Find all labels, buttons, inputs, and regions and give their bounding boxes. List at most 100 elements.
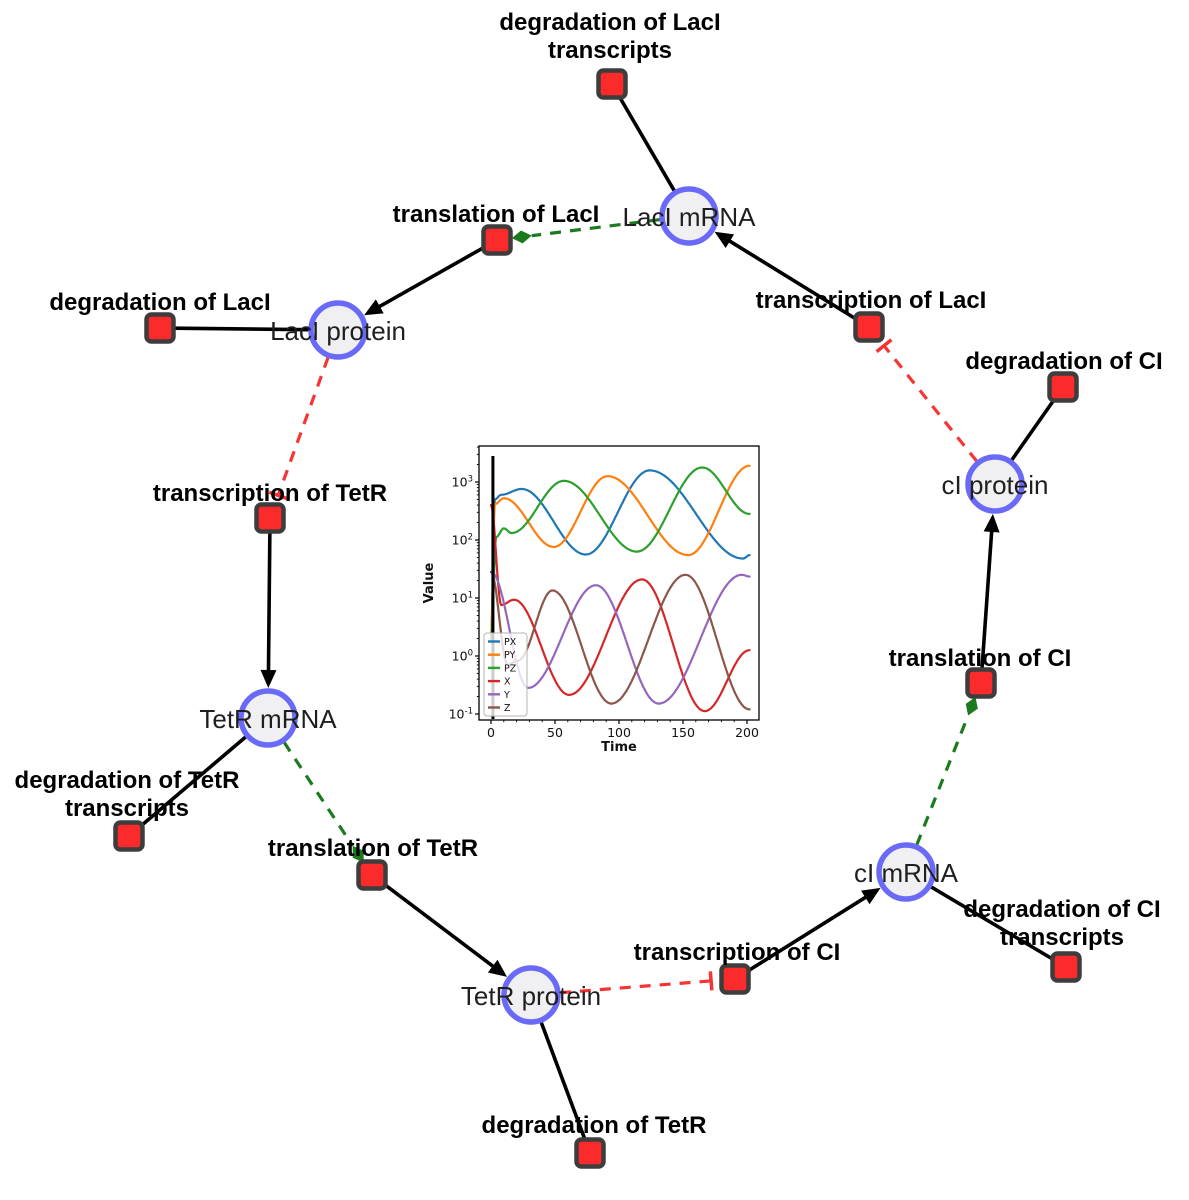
edge-line[interactable] bbox=[282, 741, 355, 847]
edge-degradation--ci_mrna--deg_ci_tr[interactable] bbox=[930, 885, 1056, 962]
legend-label-X: X bbox=[504, 677, 511, 688]
legend-label-Y: Y bbox=[503, 690, 510, 701]
reaction-label-transcr_laci: transcription of LacI bbox=[756, 287, 987, 314]
arrowhead-icon bbox=[983, 513, 1000, 533]
x-tick-label: 150 bbox=[671, 725, 695, 740]
x-tick-label: 100 bbox=[607, 725, 631, 740]
reaction-node-deg_tetr[interactable] bbox=[574, 1137, 606, 1169]
series-line-PY bbox=[489, 464, 751, 640]
series-line-Z bbox=[489, 570, 751, 711]
edge-inhibition--ci_protein--transcr_laci[interactable] bbox=[875, 338, 979, 463]
legend-label-PY: PY bbox=[504, 650, 516, 661]
edge-production--transcr_tetr--tetr_mrna[interactable] bbox=[260, 532, 277, 689]
reaction-label-transcr_tetr: transcription of TetR bbox=[153, 480, 387, 507]
inhibition-bar-icon bbox=[875, 338, 893, 354]
edge-line[interactable] bbox=[980, 526, 994, 669]
reaction-label-transl_laci: translation of LacI bbox=[393, 201, 600, 228]
edge-line[interactable] bbox=[882, 344, 979, 463]
edge-line[interactable] bbox=[276, 356, 330, 496]
species-node-tetr_protein[interactable] bbox=[501, 965, 561, 1025]
edge-production--transl_tetr--tetr_protein[interactable] bbox=[382, 882, 508, 977]
species-node-ci_protein[interactable] bbox=[965, 454, 1025, 514]
species-node-ci_mrna[interactable] bbox=[876, 842, 936, 902]
timeseries-plot: 0 50 100 150 20010-1100101102103TimeValuePXP… bbox=[422, 445, 760, 755]
arrowhead-icon bbox=[364, 299, 384, 316]
edge-line[interactable] bbox=[1010, 396, 1058, 462]
series-line-PZ bbox=[489, 466, 751, 640]
edge-production--transl_ci--ci_protein[interactable] bbox=[980, 513, 1000, 669]
series-layer bbox=[489, 456, 751, 719]
edge-line[interactable] bbox=[374, 245, 485, 311]
reaction-label-transl_tetr: translation of TetR bbox=[268, 835, 478, 862]
series-line-PX bbox=[489, 469, 751, 640]
species-label-laci_mrna: LacI mRNA bbox=[623, 202, 757, 232]
species-node-laci_mrna[interactable] bbox=[659, 186, 719, 246]
axis-ticks: 0 50 100 150 200 10-1 100 101 102 103 bbox=[449, 446, 759, 740]
reaction-node-deg_ci_tr[interactable] bbox=[1050, 951, 1082, 983]
species-node-laci_protein[interactable] bbox=[308, 300, 368, 360]
y-tick-label: 103 bbox=[452, 475, 473, 490]
edge-modifier--laci_mrna--transl_laci[interactable] bbox=[511, 218, 661, 244]
reaction-label-transl_ci: translation of CI bbox=[889, 645, 1072, 672]
reaction-node-deg_laci[interactable] bbox=[144, 312, 176, 344]
reaction-label-deg_tetr: degradation of TetR bbox=[482, 1112, 707, 1139]
arrowhead-icon bbox=[487, 959, 508, 977]
diamond-arrowhead-icon bbox=[965, 696, 978, 716]
edge-production--transl_laci--laci_protein[interactable] bbox=[364, 245, 485, 316]
reaction-label-deg_tetr_tr: degradation of TetR transcripts bbox=[15, 767, 240, 822]
species-label-ci_mrna: cI mRNA bbox=[854, 858, 959, 888]
edge-line[interactable] bbox=[137, 735, 248, 829]
edge-line[interactable] bbox=[531, 218, 661, 238]
y-tick-label: 100 bbox=[452, 649, 473, 664]
edge-line[interactable] bbox=[539, 1021, 588, 1142]
reaction-node-transl_laci[interactable] bbox=[481, 224, 513, 256]
edge-line[interactable] bbox=[172, 326, 310, 332]
edge-line[interactable] bbox=[266, 532, 272, 676]
reaction-node-transl_ci[interactable] bbox=[965, 667, 997, 699]
reaction-node-transcr_tetr[interactable] bbox=[254, 502, 286, 534]
edge-line[interactable] bbox=[930, 885, 1056, 962]
legend-label-PX: PX bbox=[504, 637, 517, 648]
edge-modifier--tetr_mrna--transl_tetr[interactable] bbox=[282, 741, 364, 863]
edge-degradation--tetr_mrna--deg_tetr_tr[interactable] bbox=[137, 735, 248, 829]
reaction-node-deg_laci_tr[interactable] bbox=[596, 68, 628, 100]
edge-line[interactable] bbox=[382, 882, 498, 971]
chart-legend: PX PY PZ XYZ bbox=[483, 632, 528, 717]
reaction-node-transcr_ci[interactable] bbox=[719, 963, 751, 995]
edge-inhibition--tetr_protein--transcr_ci[interactable] bbox=[559, 971, 714, 995]
edge-modifier--ci_mrna--transl_ci[interactable] bbox=[915, 696, 978, 846]
reaction-label-transcr_ci: transcription of CI bbox=[634, 939, 841, 966]
reaction-label-deg_ci: degradation of CI bbox=[965, 348, 1162, 375]
edge-production--transcr_laci--laci_mrna[interactable] bbox=[714, 231, 858, 321]
species-label-tetr_protein: TetR protein bbox=[461, 981, 601, 1011]
reaction-label-deg_laci: degradation of LacI bbox=[49, 289, 270, 316]
labels-layer: degradation of LacI transcripts translatio… bbox=[15, 9, 1163, 1139]
species-label-ci_protein: cI protein bbox=[942, 470, 1049, 500]
diamond-arrowhead-icon bbox=[352, 845, 364, 863]
arrowhead-icon bbox=[260, 669, 277, 689]
edge-inhibition--laci_protein--transcr_tetr[interactable] bbox=[268, 356, 330, 501]
edge-line[interactable] bbox=[559, 979, 712, 995]
reaction-node-transcr_laci[interactable] bbox=[853, 311, 885, 343]
edge-line[interactable] bbox=[915, 714, 970, 846]
reaction-node-deg_tetr_tr[interactable] bbox=[113, 820, 145, 852]
species-node-tetr_mrna[interactable] bbox=[238, 688, 298, 748]
y-tick-label: 102 bbox=[452, 533, 473, 548]
series-line-Y bbox=[489, 570, 751, 705]
edge-degradation--tetr_protein--deg_tetr[interactable] bbox=[539, 1021, 588, 1142]
edge-line[interactable] bbox=[616, 94, 676, 192]
edge-degradation--ci_protein--deg_ci[interactable] bbox=[1010, 396, 1058, 462]
x-tick-label: 200 bbox=[735, 725, 759, 740]
inhibition-bar-icon bbox=[268, 490, 288, 501]
reaction-node-deg_ci[interactable] bbox=[1047, 371, 1079, 403]
reaction-node-transl_tetr[interactable] bbox=[356, 859, 388, 891]
reaction-label-deg_ci_tr: degradation of CI transcripts bbox=[963, 896, 1160, 951]
edge-line[interactable] bbox=[724, 237, 858, 321]
nodes-layer bbox=[113, 68, 1082, 1169]
edge-degradation--laci_mrna--deg_laci_tr[interactable] bbox=[616, 94, 676, 192]
edge-production--transcr_ci--ci_mrna[interactable] bbox=[746, 887, 881, 973]
edge-line[interactable] bbox=[746, 893, 871, 973]
arrowhead-icon bbox=[861, 887, 881, 905]
edge-degradation--laci_protein--deg_laci[interactable] bbox=[172, 326, 310, 332]
